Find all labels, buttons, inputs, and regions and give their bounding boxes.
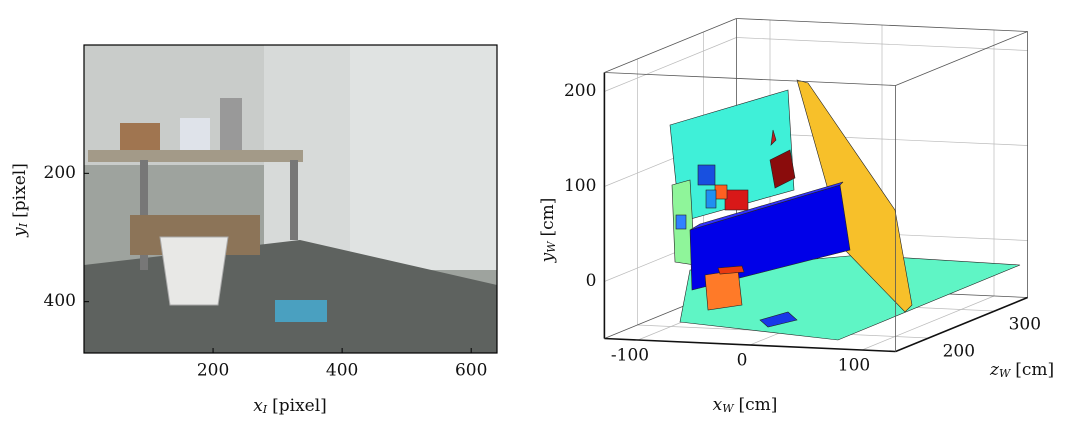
label-symbol: x — [253, 396, 263, 416]
label-symbol: y — [10, 227, 30, 238]
label-subscript: I — [17, 222, 30, 228]
x-axis-label: xI [pixel] — [253, 396, 327, 417]
figure: xI[pixel] yI[pixel] xW[cm] yW[cm] zW[cm]… — [0, 0, 1073, 417]
photo — [84, 45, 497, 353]
y-tick-label: 200 — [564, 81, 596, 101]
label-unit: [cm] — [538, 198, 558, 237]
scene — [670, 80, 1020, 340]
label-symbol: x — [713, 395, 723, 415]
label-subscript: W — [999, 367, 1012, 380]
box-edge — [604, 73, 895, 86]
z-tick-label: 300 — [1009, 315, 1041, 335]
box-edge — [896, 32, 1028, 86]
label-unit: [cm] — [1015, 360, 1054, 380]
y-tick-label: 0 — [586, 271, 597, 291]
y-tick-label: 400 — [44, 291, 76, 311]
x-tick-label: -100 — [611, 346, 649, 366]
x-axis-label: xW [cm] — [713, 395, 778, 416]
x-tick-label: 100 — [838, 356, 870, 376]
y-axis-label: yI [pixel] — [10, 163, 31, 238]
z-tick-label: 200 — [943, 342, 975, 362]
y-axis-label: yW [cm] — [538, 198, 559, 264]
y-tick-label: 100 — [564, 176, 596, 196]
label-unit: [pixel] — [10, 163, 30, 218]
label-symbol: y — [538, 252, 558, 263]
x-tick-label: 600 — [455, 361, 487, 381]
x-tick-label: 0 — [737, 351, 748, 371]
label-subscript: W — [545, 240, 558, 253]
y-tick-label: 200 — [44, 163, 76, 183]
label-subscript: W — [722, 402, 735, 415]
x-tick-label: 200 — [197, 361, 229, 381]
label-unit: [pixel] — [272, 396, 327, 416]
label-subscript: I — [262, 403, 268, 416]
label-unit: [cm] — [739, 395, 778, 415]
z-axis-label: zW[cm] — [989, 360, 1054, 381]
x-tick-label: 400 — [326, 361, 358, 381]
